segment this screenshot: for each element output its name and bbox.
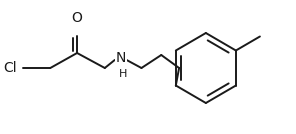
Text: H: H — [118, 69, 127, 79]
Text: O: O — [72, 11, 83, 25]
Text: N: N — [115, 51, 126, 65]
Text: Cl: Cl — [3, 61, 17, 75]
